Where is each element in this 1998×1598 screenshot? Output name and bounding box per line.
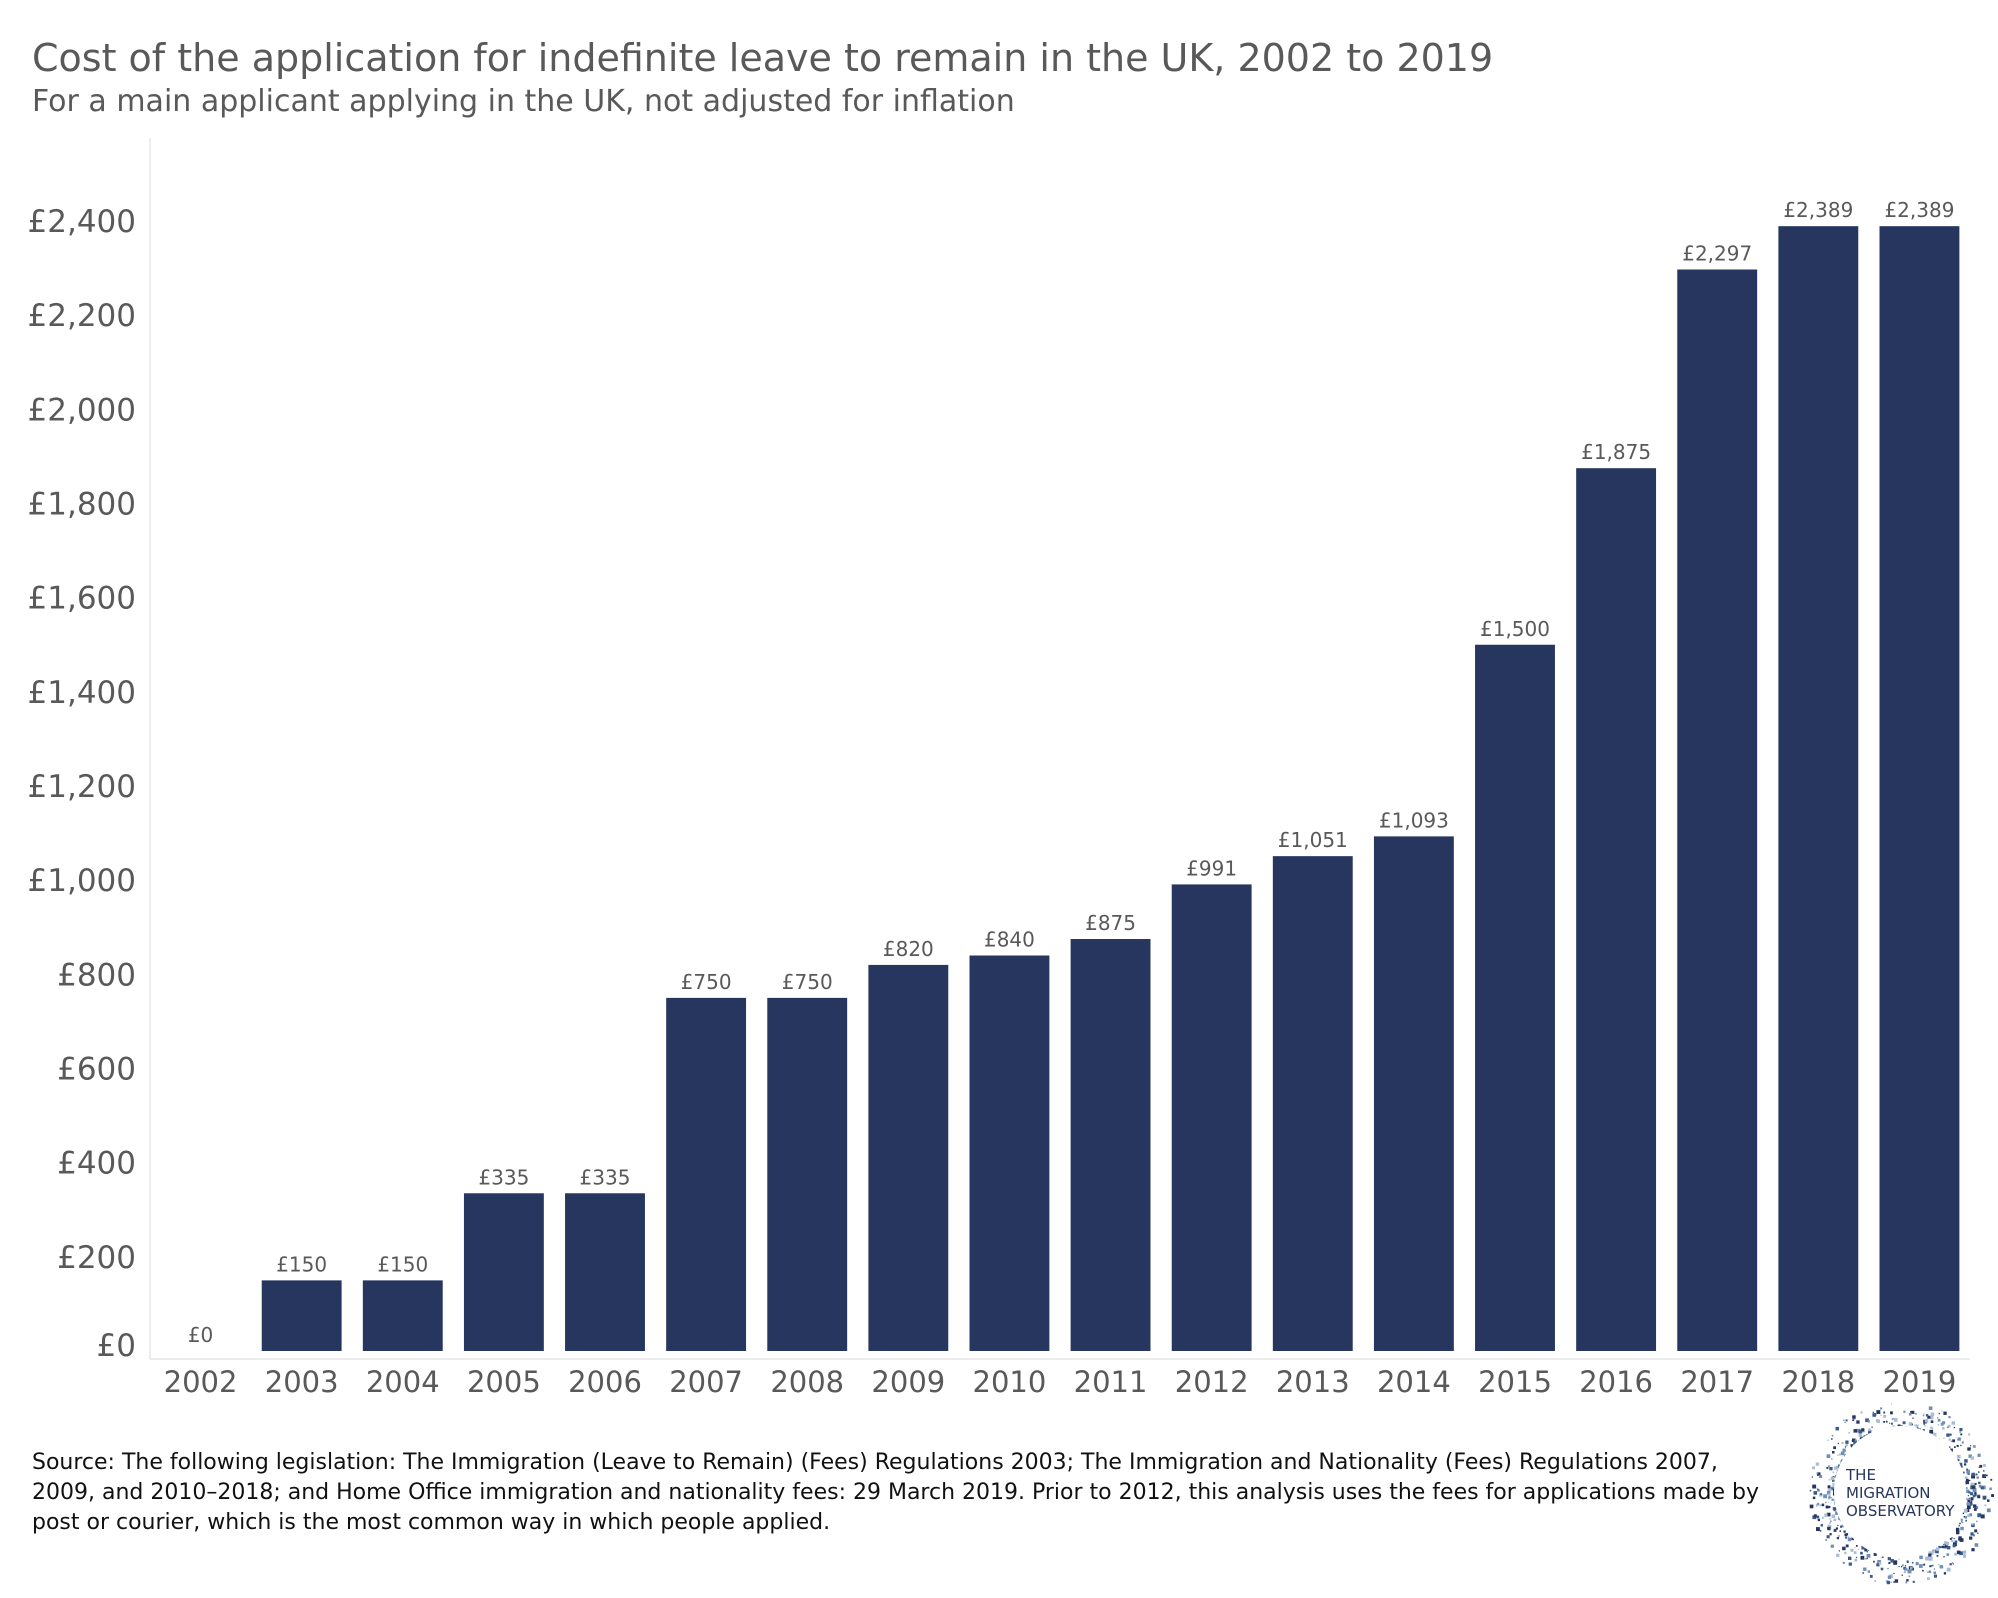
data-label: £0 <box>188 1323 213 1347</box>
bar <box>1272 856 1353 1351</box>
data-label: £750 <box>681 970 732 994</box>
data-label: £1,875 <box>1581 440 1651 464</box>
bar <box>1070 939 1151 1351</box>
data-label: £150 <box>377 1252 428 1276</box>
data-label: £840 <box>984 928 1035 952</box>
bar <box>1373 836 1454 1351</box>
data-label: £335 <box>478 1165 529 1189</box>
y-tick-label: £200 <box>57 1240 136 1276</box>
y-tick-label: £1,200 <box>28 769 136 805</box>
source-note: Source: The following legislation: The I… <box>32 1450 1759 1535</box>
x-tick-label: 2008 <box>770 1365 844 1399</box>
logo-text-line3: OBSERVATORY <box>1846 1502 1955 1520</box>
bar-chart: £0 £200 £400 £600 £800 £1,000 £1,200 £1,400 £1,6… <box>28 138 1970 1399</box>
bar <box>1475 644 1555 1351</box>
data-label: £875 <box>1085 911 1136 935</box>
bar <box>1576 468 1657 1351</box>
data-label: £1,500 <box>1480 617 1550 641</box>
logo-text-line2: MIGRATION <box>1846 1484 1931 1502</box>
x-tick-label: 2002 <box>164 1365 238 1399</box>
bar <box>868 964 949 1351</box>
y-tick-label: £1,000 <box>28 863 136 899</box>
bar <box>362 1280 443 1351</box>
x-tick-label: 2013 <box>1276 1365 1350 1399</box>
data-label: £2,389 <box>1783 198 1853 222</box>
y-tick-label: £400 <box>57 1146 136 1182</box>
x-tick-label: 2016 <box>1579 1365 1653 1399</box>
x-tick-label: 2015 <box>1478 1365 1552 1399</box>
y-tick-label: £1,400 <box>28 675 136 711</box>
bar <box>1879 226 1960 1351</box>
y-tick-label: £800 <box>57 957 136 993</box>
bar <box>1677 269 1758 1351</box>
x-tick-label: 2005 <box>467 1365 541 1399</box>
bar <box>1171 884 1252 1351</box>
logo-text-line1: THE <box>1845 1466 1876 1484</box>
x-tick-label: 2006 <box>568 1365 642 1399</box>
bar <box>463 1193 544 1351</box>
x-tick-label: 2003 <box>265 1365 339 1399</box>
x-tick-label: 2014 <box>1377 1365 1451 1399</box>
x-tick-label: 2007 <box>669 1365 743 1399</box>
bar <box>565 1193 645 1351</box>
data-label: £820 <box>883 937 934 961</box>
y-tick-label: £600 <box>57 1052 136 1088</box>
data-label: £335 <box>580 1165 631 1189</box>
data-label: £1,051 <box>1278 828 1348 852</box>
y-tick-label: £2,400 <box>28 204 136 240</box>
data-label: £150 <box>276 1252 327 1276</box>
data-label: £750 <box>782 970 833 994</box>
data-label: £2,389 <box>1884 198 1954 222</box>
x-tick-label: 2004 <box>366 1365 440 1399</box>
x-tick-label: 2012 <box>1175 1365 1249 1399</box>
y-tick-label: £2,200 <box>28 298 136 334</box>
x-tick-label: 2011 <box>1074 1365 1148 1399</box>
y-tick-label: £1,800 <box>28 487 136 523</box>
bar <box>261 1280 342 1351</box>
bar <box>666 997 747 1351</box>
x-tick-label: 2018 <box>1781 1365 1855 1399</box>
y-tick-label: £2,000 <box>28 392 136 428</box>
data-label: £1,093 <box>1379 808 1449 832</box>
x-tick-label: 2009 <box>871 1365 945 1399</box>
x-tick-label: 2010 <box>973 1365 1047 1399</box>
data-label: £2,297 <box>1682 241 1752 265</box>
chart-subtitle: For a main applicant applying in the UK,… <box>32 84 1015 119</box>
data-label: £991 <box>1186 856 1237 880</box>
x-tick-label: 2017 <box>1680 1365 1754 1399</box>
bar <box>767 997 848 1351</box>
bar <box>1778 226 1859 1351</box>
y-tick-label: £0 <box>97 1328 136 1364</box>
migration-observatory-logo: THE MIGRATION OBSERVATORY <box>1809 1403 1994 1585</box>
chart-title: Cost of the application for indefinite l… <box>32 36 1494 80</box>
bar <box>969 955 1050 1351</box>
y-tick-label: £1,600 <box>28 581 136 617</box>
x-tick-label: 2019 <box>1883 1365 1957 1399</box>
